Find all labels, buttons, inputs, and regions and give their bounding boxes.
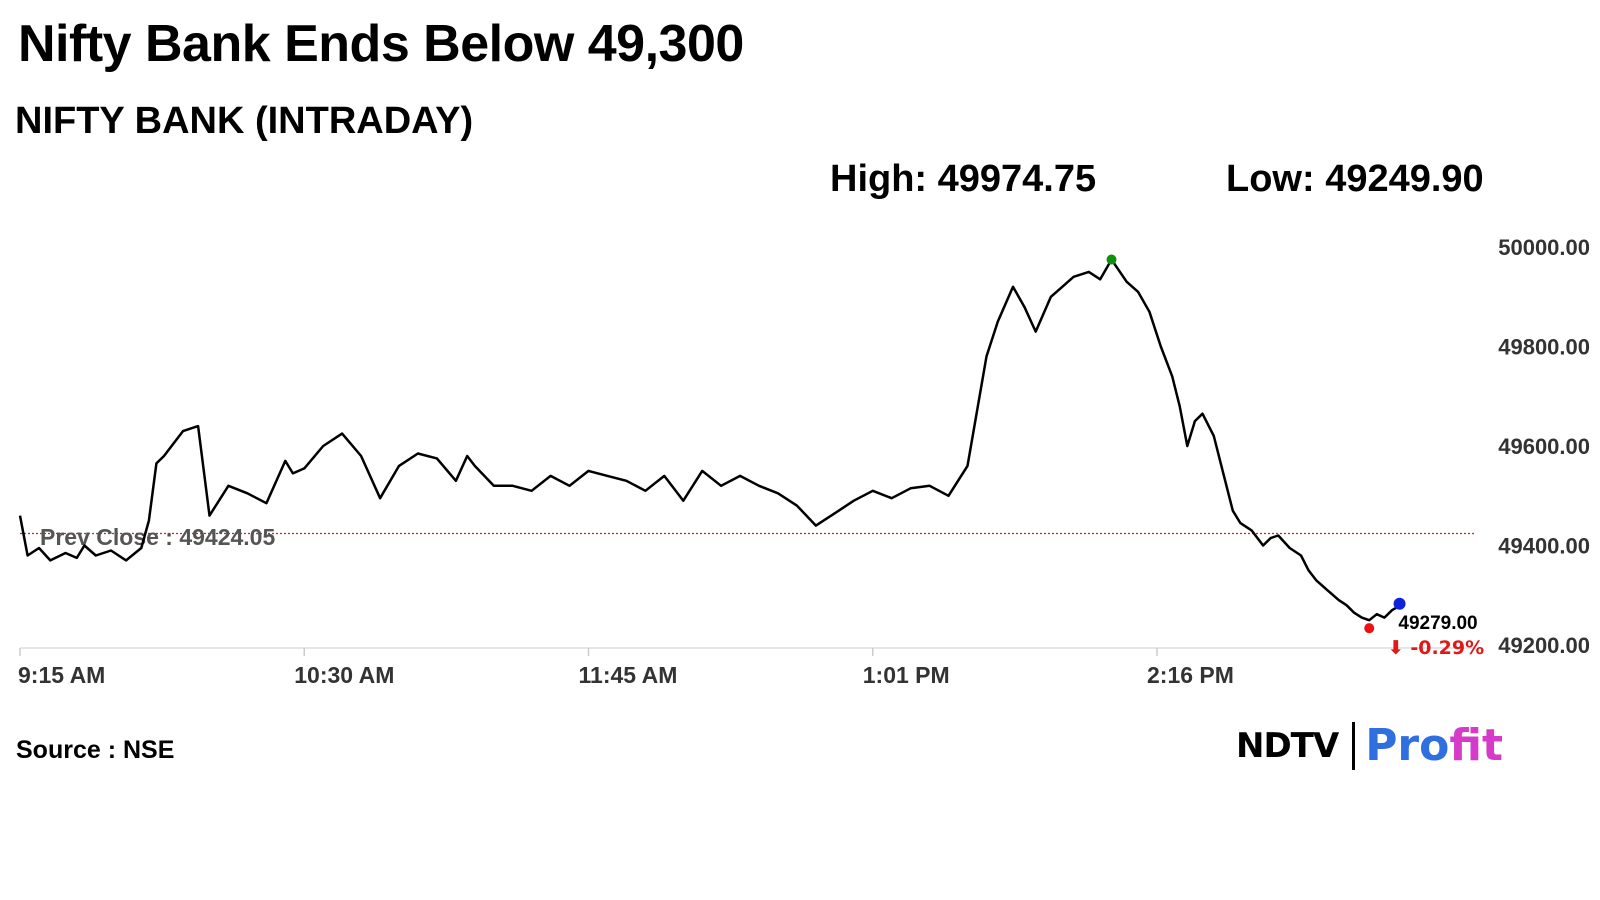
x-tick-label: 2:16 PM	[1147, 662, 1234, 688]
source-value: NSE	[122, 736, 175, 764]
source-note: Source : NSE	[16, 736, 174, 765]
profit-part-a: Pro	[1365, 720, 1450, 771]
low-marker	[1364, 623, 1375, 634]
profit-part-b: fit	[1449, 720, 1504, 771]
chart-subtitle: NIFTY BANK (INTRADAY)	[15, 100, 474, 142]
x-tick-label: 9:15 AM	[18, 662, 105, 688]
ndtv-wordmark: NDTV	[1236, 725, 1339, 766]
low-stat: Low: 49249.90	[1226, 158, 1484, 200]
prev-close-label: Prev Close : 49424.05	[40, 524, 275, 550]
x-tick-label: 1:01 PM	[863, 662, 950, 688]
profit-wordmark: Profit	[1365, 720, 1503, 771]
last-price-marker	[1393, 597, 1406, 610]
nifty-bank-price-line	[18, 258, 1401, 622]
x-tick-label: 10:30 AM	[294, 662, 394, 688]
x-axis: 9:15 AM 10:30 AM 11:45 AM 1:01 PM 2:16 PM	[18, 648, 1234, 688]
change-percent-label: ⬇ -0.29%	[1388, 637, 1484, 659]
y-axis: 50000.00 49800.00 49600.00 49400.00 49200.00	[1498, 235, 1590, 658]
x-tick-label: 11:45 AM	[579, 662, 678, 688]
y-tick-label: 50000.00	[1498, 235, 1590, 260]
y-tick-label: 49200.00	[1498, 633, 1590, 658]
ndtv-profit-logo: NDTV Profit	[1236, 720, 1503, 771]
y-tick-label: 49400.00	[1498, 534, 1590, 559]
y-tick-label: 49600.00	[1498, 434, 1590, 459]
last-price-label: 49279.00	[1398, 613, 1477, 634]
headline: Nifty Bank Ends Below 49,300	[18, 15, 744, 73]
source-label: Source :	[16, 736, 117, 764]
logo-divider	[1352, 721, 1356, 770]
high-marker	[1106, 254, 1117, 265]
high-stat: High: 49974.75	[830, 158, 1097, 200]
y-tick-label: 49800.00	[1498, 335, 1590, 360]
